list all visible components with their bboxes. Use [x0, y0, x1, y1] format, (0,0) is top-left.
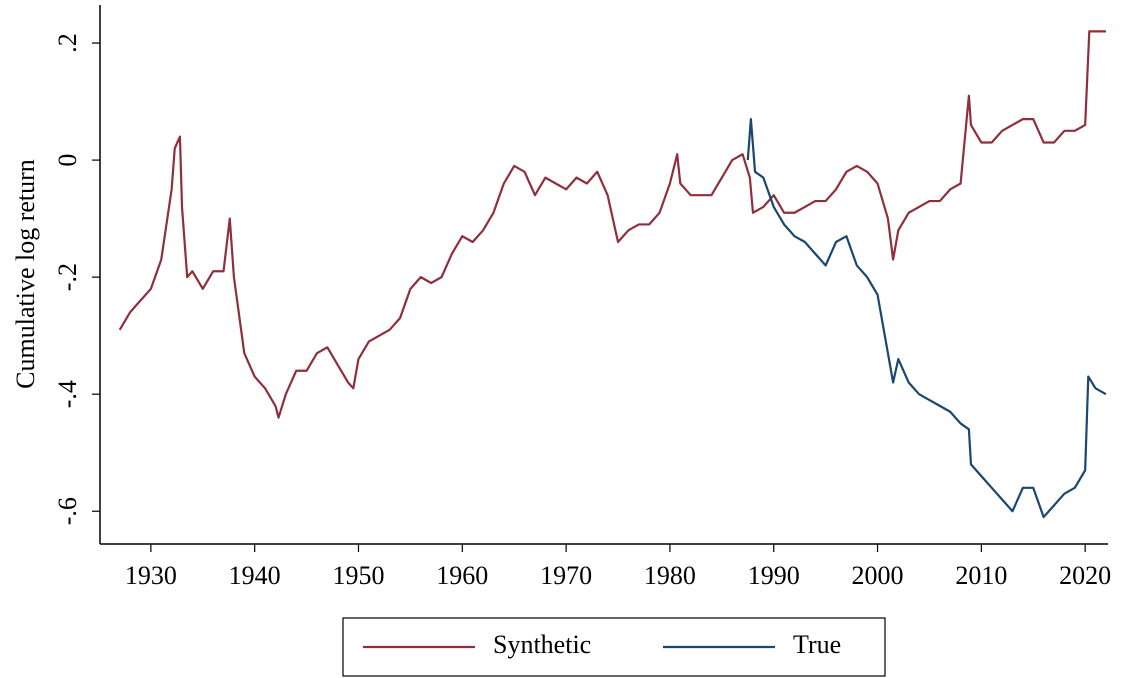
x-tick-label: 1990	[748, 561, 800, 590]
line-series	[746, 118, 1107, 519]
x-tick-label: 2020	[1059, 561, 1111, 590]
x-tick-label: 1950	[332, 561, 384, 590]
x-tick-label: 1940	[229, 561, 281, 590]
y-tick-label: .2	[53, 33, 82, 53]
y-tick-label: -.6	[53, 497, 82, 525]
x-tick-label: 2010	[955, 561, 1007, 590]
line-series	[118, 30, 1106, 419]
y-tick-label: -.4	[53, 380, 82, 408]
x-tick-label: 1960	[436, 561, 488, 590]
legend-box	[342, 617, 886, 677]
legend-label: Synthetic	[493, 630, 591, 659]
legend-label: True	[793, 630, 841, 659]
x-tick-label: 1930	[125, 561, 177, 590]
x-tick-label: 2000	[852, 561, 904, 590]
x-tick-label: 1970	[540, 561, 592, 590]
x-tick-label: 1980	[644, 561, 696, 590]
y-tick-label: -.2	[53, 263, 82, 291]
y-tick-label: 0	[53, 154, 82, 167]
y-axis-label: Cumulative log return	[11, 159, 40, 389]
